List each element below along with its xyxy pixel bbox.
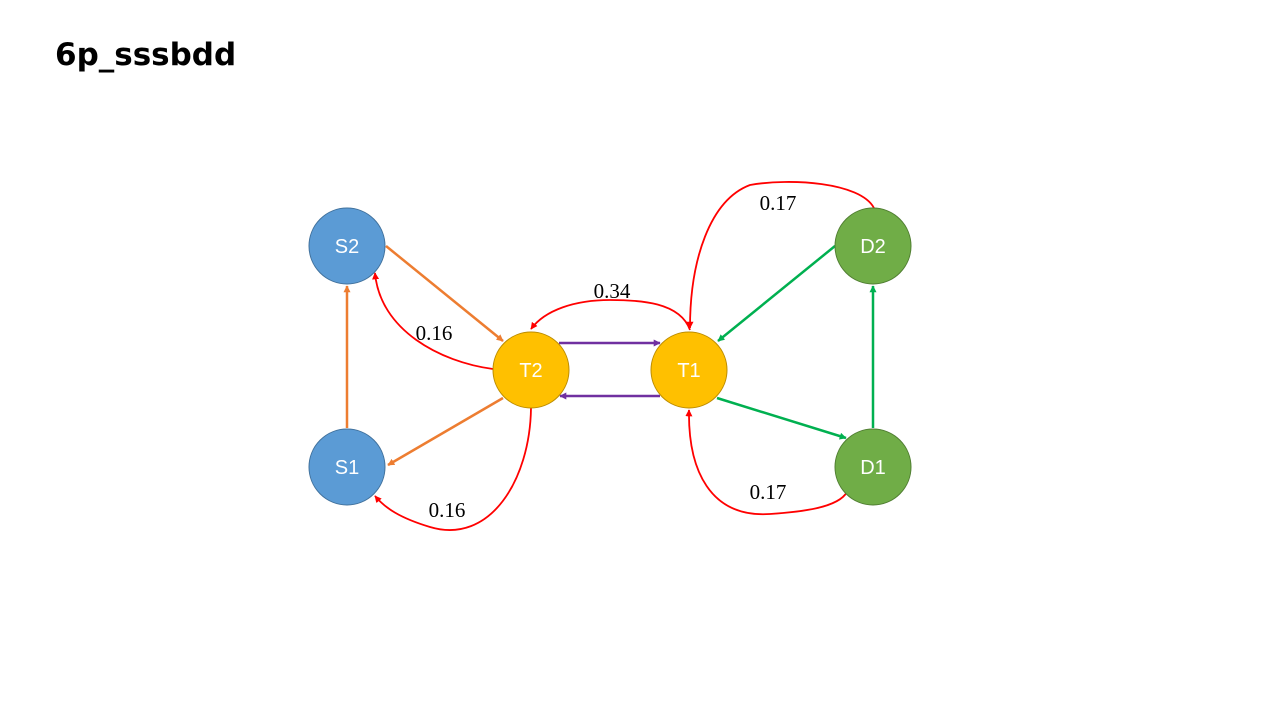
- edge-t2-to-s1-curve: [374, 407, 532, 531]
- node-d1: D1: [834, 428, 912, 506]
- node-s1: S1: [308, 428, 386, 506]
- node-t2: T2: [492, 331, 570, 409]
- node-d1-label: D1: [860, 457, 886, 479]
- slide-title: 6p_sssbdd: [55, 37, 237, 73]
- edge-t2-to-s1: [387, 396, 504, 467]
- edge-d2-to-t1-curve: [686, 181, 875, 329]
- edge-t2-to-s2-curve: [372, 272, 494, 370]
- node-d2: D2: [834, 207, 912, 285]
- edge-label-t2-to-s2: 0.16: [416, 321, 453, 345]
- edge-label-d1-to-t1: 0.17: [750, 480, 787, 504]
- node-s2: S2: [308, 207, 386, 285]
- edge-d2-to-t1: [717, 245, 836, 342]
- node-s2-label: S2: [335, 236, 359, 258]
- node-s1-label: S1: [335, 457, 359, 479]
- node-t2-label: T2: [519, 360, 542, 382]
- node-d2-label: D2: [860, 236, 886, 258]
- edge-label-t2-to-s1: 0.16: [429, 498, 466, 522]
- edge-d1-to-t1-curve: [685, 409, 848, 515]
- edge-t1-to-d1: [716, 396, 847, 440]
- edge-t1-to-t2-curve: [530, 299, 691, 331]
- node-t1-label: T1: [677, 360, 700, 382]
- edge-label-d2-to-t1: 0.17: [760, 191, 797, 215]
- edge-label-t1-to-t2: 0.34: [594, 279, 631, 303]
- node-t1: T1: [650, 331, 728, 409]
- edge-s2-to-t2: [385, 245, 504, 342]
